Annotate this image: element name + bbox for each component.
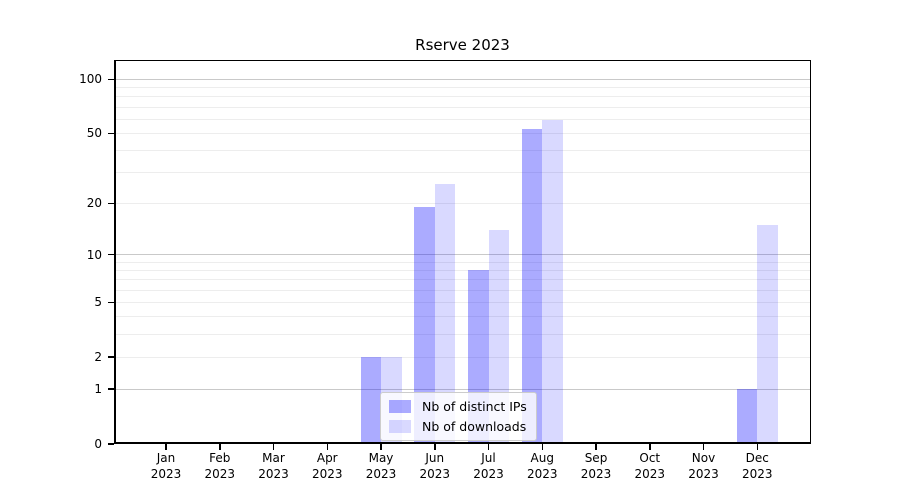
x-axis-tick-label: Jun 2023 [419,451,451,481]
y-axis-tick [108,132,114,135]
x-axis-tick-label: Feb 2023 [204,451,236,481]
bar-nb-of-downloads-jul [488,230,509,444]
bar-nb-of-downloads-jun [434,183,456,444]
legend-label: Nb of downloads [422,419,527,434]
plot-frame [114,60,811,444]
legend-item: Nb of distinct IPs [389,398,527,415]
y-axis-tick-label: 20 [86,196,102,211]
y-axis-tick-label: 2 [94,350,102,365]
x-axis-tick [219,444,221,450]
minor-gridline [114,150,811,152]
major-gridline [114,78,811,80]
x-axis-tick [756,444,758,450]
x-axis-tick [434,444,436,450]
x-axis-tick [165,444,167,450]
y-axis-tick-label: 5 [94,295,102,310]
x-axis-tick-label: Nov 2023 [688,451,719,481]
y-axis-tick [108,443,114,445]
minor-gridline [114,279,811,281]
minor-gridline [114,87,811,89]
bar-nb-of-distinct-ips-aug [521,128,543,444]
x-axis-tick-label: Sep 2023 [580,451,612,481]
legend-swatch-icon [389,420,411,433]
minor-gridline [114,261,811,263]
major-gridline [114,388,811,390]
x-axis-tick-label: Aug 2023 [526,451,558,481]
y-axis-tick [108,78,114,81]
bar-nb-of-distinct-ips-may [360,357,381,444]
legend-swatch-icon [389,400,411,413]
legend-label: Nb of distinct IPs [422,399,527,414]
x-axis-tick [326,444,328,450]
y-axis-tick [108,202,114,205]
x-axis-tick [649,444,651,450]
x-axis-tick-label: Mar 2023 [258,451,289,481]
x-axis-tick [487,444,490,450]
y-axis-tick [108,253,114,256]
x-axis-tick [380,444,382,450]
major-gridline [114,254,811,256]
minor-gridline [114,356,811,358]
minor-gridline [114,132,811,134]
minor-gridline [114,172,811,174]
minor-gridline [114,269,811,271]
x-axis-tick-label: Apr 2023 [311,451,343,481]
chart-title: Rserve 2023 [415,36,510,54]
x-axis-tick-label: Jul 2023 [473,451,504,481]
minor-gridline [114,316,811,318]
x-axis-tick [541,444,543,450]
minor-gridline [114,333,811,335]
x-axis-tick [702,444,705,450]
x-axis-tick-label: Oct 2023 [634,451,666,481]
minor-gridline [114,202,811,204]
y-axis-tick-label: 10 [86,247,102,262]
minor-gridline [114,289,811,291]
x-axis-tick-label: May 2023 [365,451,397,481]
bar-nb-of-distinct-ips-dec [736,389,758,444]
minor-gridline [114,118,811,120]
x-axis-tick-label: Dec 2023 [741,451,773,481]
y-axis-tick-label: 1 [94,382,102,397]
y-axis-tick [108,301,114,304]
y-axis-tick-label: 100 [79,72,102,87]
y-axis-tick-label: 50 [86,126,102,141]
bar-nb-of-downloads-aug [542,120,563,444]
y-axis-tick [108,356,114,358]
legend: Nb of distinct IPs Nb of downloads [380,392,537,441]
minor-gridline [114,106,811,108]
bar-nb-of-distinct-ips-jun [414,207,435,444]
minor-gridline [114,301,811,303]
minor-gridline [114,96,811,98]
bar-nb-of-downloads-dec [757,224,778,444]
y-axis-tick-label: 0 [94,437,102,451]
legend-item: Nb of downloads [389,418,527,435]
x-axis-tick [272,444,275,450]
x-axis-tick [595,444,597,450]
x-axis-tick-label: Jan 2023 [150,451,182,481]
y-axis-tick [108,388,114,390]
